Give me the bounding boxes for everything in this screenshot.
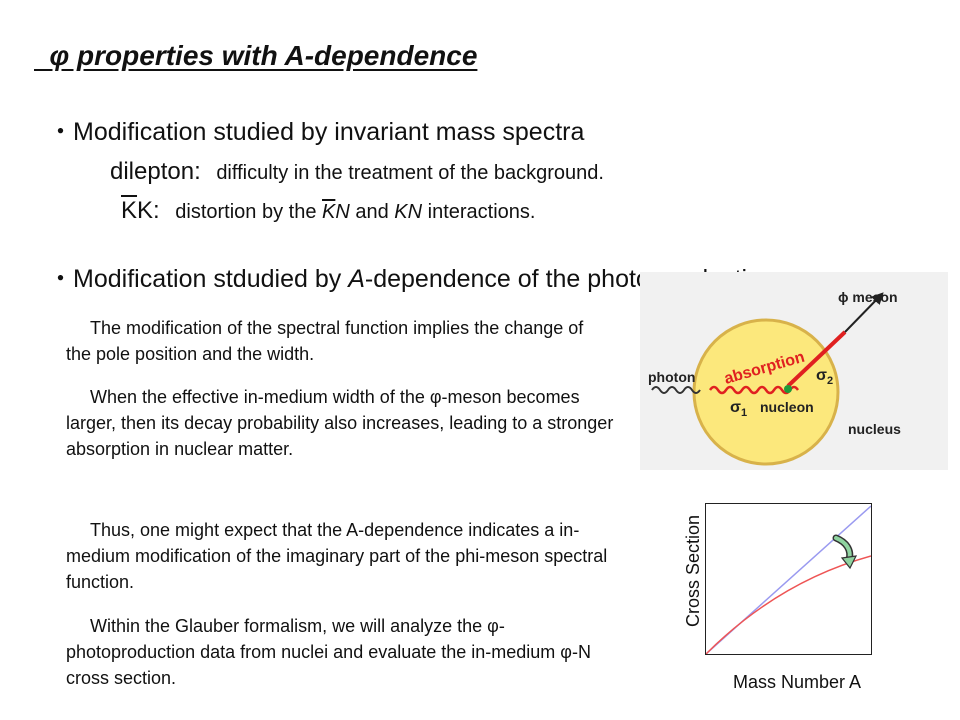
sigma2-label: σ2 [816,367,833,387]
sigma1-label: σ1 [730,399,747,419]
graph-y-axis-label: Cross Section [683,514,703,627]
nucleon-label: nucleon [760,399,814,415]
paragraph-pole-position: The modification of the spectral functio… [66,318,584,364]
paragraph-width-absorption: When the effective in-medium width of th… [66,387,614,459]
kk-label: KK: [121,197,160,224]
photo-absorption-diagram: ϕ meson photon absorption σ2 σ1 nucleon … [640,272,948,470]
dilepton-line: dilepton: difficulty in the treatment of… [110,158,604,186]
dilepton-text: difficulty in the treatment of the backg… [216,162,604,184]
paragraph-a-dependence: Thus, one might expect that the A-depend… [66,520,608,592]
graph-svg [706,505,871,654]
photon-label: photon [648,369,695,385]
slide-title: φ properties with A-dependence [34,40,478,71]
bullet-marker: ・ [48,118,74,146]
diagram-svg: ϕ meson photon absorption σ2 σ1 nucleon … [648,289,901,466]
bullet-invariant-mass: ・Modification studied by invariant mass … [48,112,584,148]
paragraph-glauber: Within the Glauber formalism, we will an… [66,616,591,688]
bullet-text: Modification studied by invariant mass s… [73,118,585,146]
photon-wave-inside [708,385,800,395]
kk-line: KK: distortion by the KN and KN interact… [121,197,535,225]
dilepton-label: dilepton: [110,158,201,185]
suppression-arrow-head [840,555,858,570]
kk-text: distortion by the KN and KN interactions… [175,201,536,223]
nucleus-label: nucleus [848,421,901,437]
graph-x-axis-label: Mass Number A [733,672,862,692]
cross-section-graph [705,503,872,655]
absorbed-meson-path [786,330,847,388]
phi-meson-arrow [844,292,884,333]
nucleon-dot [784,385,792,393]
phi-meson-label: ϕ meson [838,289,898,305]
suppressed-curve [706,555,871,654]
bullet-marker: ・ [48,265,74,293]
photon-wave-incoming [651,386,701,394]
